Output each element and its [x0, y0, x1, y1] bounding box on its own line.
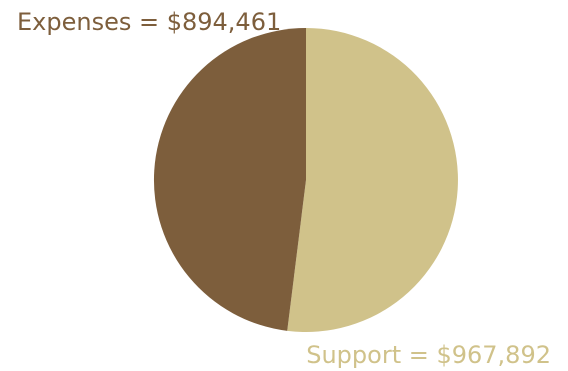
pie-slice-support — [287, 28, 458, 332]
pie-slice-expenses — [153, 28, 306, 331]
pie-slices — [153, 28, 458, 332]
support-slice-label: Support = $967,892 — [306, 341, 551, 369]
expenses-slice-label: Expenses = $894,461 — [17, 8, 281, 36]
